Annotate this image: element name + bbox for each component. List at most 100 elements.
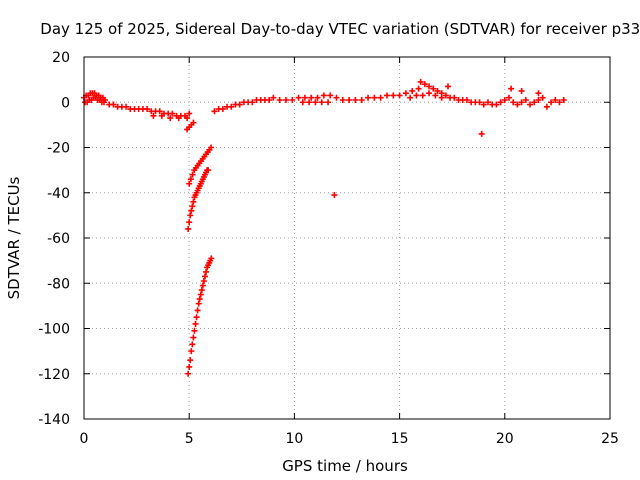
series-track-2 (185, 167, 212, 232)
series-outlier-12 (331, 192, 338, 199)
data-point (407, 94, 414, 101)
data-point (438, 94, 445, 101)
data-point (484, 99, 491, 106)
data-point (200, 277, 207, 284)
data-point (201, 273, 208, 280)
data-point (339, 96, 346, 103)
data-point (365, 94, 372, 101)
series-track-1 (186, 144, 215, 187)
data-point (219, 106, 226, 113)
series-baseline-17-19 (447, 94, 487, 108)
series-outlier-19 (478, 130, 485, 137)
data-point (346, 96, 353, 103)
x-tick-label: 20 (496, 431, 514, 447)
data-point (320, 92, 327, 99)
data-point (123, 103, 130, 110)
data-point (560, 96, 567, 103)
data-point (192, 320, 199, 327)
data-point (556, 99, 563, 106)
data-point (144, 106, 151, 113)
series-baseline-3-5 (148, 108, 193, 122)
data-point (185, 225, 192, 232)
series-baseline-9-12b (299, 99, 332, 106)
data-point (191, 327, 198, 334)
series-small-dip (184, 119, 197, 133)
series-baseline-12-15 (339, 92, 403, 103)
y-tick-label: -120 (38, 367, 70, 383)
data-point (289, 96, 296, 103)
data-point (409, 87, 416, 94)
data-point (270, 94, 277, 101)
series-baseline-0-1b (82, 94, 107, 106)
data-point (188, 207, 195, 214)
data-point (327, 92, 334, 99)
data-point (276, 96, 283, 103)
data-point (476, 99, 483, 106)
x-tick-label: 5 (185, 431, 194, 447)
data-point (506, 94, 513, 101)
x-axis-title: GPS time / hours (282, 457, 408, 475)
data-point (195, 300, 202, 307)
plot-frame (83, 56, 611, 420)
data-point (421, 81, 428, 88)
data-point (190, 119, 197, 126)
data-point (352, 96, 359, 103)
data-point (539, 94, 546, 101)
series-baseline-19-23 (484, 94, 567, 110)
data-point (535, 90, 542, 97)
series-baseline-15-17b (407, 90, 445, 101)
y-tick-label: -140 (38, 412, 70, 428)
data-point (331, 192, 338, 199)
data-point (299, 99, 306, 106)
data-point (187, 357, 194, 364)
data-point (110, 101, 117, 108)
x-tick-label: 15 (391, 431, 409, 447)
data-point (371, 94, 378, 101)
data-point (199, 282, 206, 289)
data-point (197, 291, 204, 298)
data-point (193, 314, 200, 321)
data-point (167, 115, 174, 122)
data-point (333, 94, 340, 101)
data-point (318, 99, 325, 106)
data-point (190, 334, 197, 341)
data-point (186, 363, 193, 370)
data-point (266, 96, 273, 103)
data-point (295, 94, 302, 101)
data-point (186, 180, 193, 187)
data-point (189, 171, 196, 178)
series-track-3 (185, 255, 215, 377)
data-point (377, 94, 384, 101)
data-point (522, 96, 529, 103)
y-tick-label: 20 (52, 50, 70, 66)
data-point (312, 99, 319, 106)
data-point (184, 115, 191, 122)
data-point (306, 99, 313, 106)
data-point (501, 96, 508, 103)
data-point (189, 203, 196, 210)
data-point (413, 92, 420, 99)
chart-title: Day 125 of 2025, Sidereal Day-to-day VTE… (40, 20, 640, 38)
data-point (552, 96, 559, 103)
data-point (208, 255, 215, 262)
series-baseline-1-3 (106, 101, 151, 113)
data-point (451, 94, 458, 101)
data-point (463, 96, 470, 103)
data-point (189, 341, 196, 348)
data-point (175, 115, 182, 122)
data-point (358, 96, 365, 103)
data-point (426, 83, 433, 90)
data-point (535, 96, 542, 103)
y-axis-title: SDTVAR / TECUs (5, 176, 23, 299)
data-point (442, 92, 449, 99)
data-point (100, 99, 107, 106)
data-point (186, 110, 193, 117)
data-point (198, 287, 205, 294)
data-point (169, 110, 176, 117)
data-point (156, 108, 163, 115)
data-point (430, 85, 437, 92)
axis-ticks (83, 56, 611, 420)
series-baseline-0-1 (81, 90, 109, 103)
y-tick-label: -60 (47, 231, 70, 247)
y-tick-label: -40 (47, 186, 70, 202)
